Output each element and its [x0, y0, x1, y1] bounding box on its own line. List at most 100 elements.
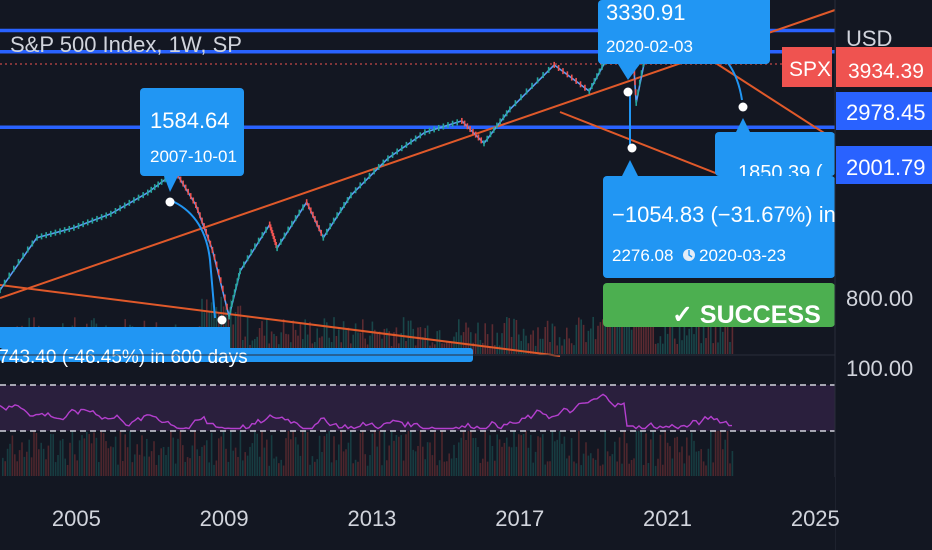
price-candle [45, 232, 47, 239]
volume-bar [309, 321, 311, 354]
volume-bar [417, 327, 419, 354]
volume-bar [222, 427, 225, 476]
volume-bar [582, 324, 585, 354]
price-candle [0, 287, 1, 294]
pivot-2020-low[interactable] [627, 143, 637, 153]
volume-bar [59, 440, 62, 476]
volume-bar [450, 458, 453, 476]
volume-bar [297, 444, 299, 476]
volume-bar [9, 443, 11, 476]
price-axis[interactable] [835, 0, 932, 550]
volume-bar [539, 437, 542, 476]
success-badge[interactable]: ✓ SUCCESS [603, 283, 835, 329]
volume-bar [592, 316, 594, 354]
price-candle [298, 209, 301, 216]
volume-bar [532, 462, 534, 476]
volume-bar [191, 445, 194, 476]
volume-bar [117, 464, 119, 476]
price-candle [217, 269, 220, 276]
pivot-2009[interactable] [217, 315, 227, 325]
callout-peak-2007[interactable]: 1584.64 2007-10-01 [140, 88, 244, 192]
volume-bar [194, 427, 196, 476]
pivot-2020-peak[interactable] [623, 87, 633, 97]
volume-bar [587, 455, 590, 476]
time-axis-tick: 2009 [200, 506, 249, 531]
price-candle [77, 222, 80, 229]
price-candle [187, 188, 189, 195]
volume-bar [54, 462, 57, 476]
price-candle [575, 77, 577, 84]
time-axis[interactable] [0, 477, 835, 550]
price-candle [205, 228, 208, 235]
price-candle [591, 83, 593, 90]
volume-bar [714, 322, 717, 354]
volume-bar [376, 446, 378, 476]
price-candle [596, 73, 598, 80]
volume-bar [702, 316, 705, 354]
price-candle [219, 277, 222, 284]
volume-bar [251, 443, 254, 476]
volume-bar [242, 339, 244, 354]
pivot-2007[interactable] [165, 197, 175, 207]
volume-bar [174, 463, 177, 476]
price-candle [3, 279, 6, 286]
price-candle [257, 237, 260, 244]
price-candle [377, 163, 380, 170]
volume-bar [215, 460, 218, 476]
volume-bar [6, 448, 9, 476]
volume-bar [405, 434, 407, 476]
callout-crash-2020[interactable]: −1054.83 (−31.67%) in 2276.08 2020-03-23 [603, 160, 836, 278]
volume-bar [587, 330, 590, 354]
price-candle [250, 249, 253, 256]
volume-bar [678, 452, 681, 476]
price-candle [236, 278, 239, 285]
volume-bar [282, 318, 285, 354]
price-candle [275, 242, 277, 249]
time-axis-tick: 2017 [495, 506, 544, 531]
volume-bar [206, 299, 208, 354]
volume-bar [731, 451, 734, 476]
volume-bar [530, 434, 532, 476]
volume-bar [237, 456, 239, 476]
volume-bar [443, 461, 446, 476]
time-axis-labels: 2005 2009 2013 2017 2021 2025 [52, 506, 840, 531]
volume-bar [429, 442, 431, 476]
volume-bar [606, 451, 609, 476]
volume-bar [438, 460, 441, 476]
volume-bar [297, 335, 299, 354]
price-candle [199, 212, 201, 219]
volume-bar [573, 345, 575, 354]
volume-bar [100, 429, 102, 476]
price-candle [110, 210, 112, 217]
pivot-2022[interactable] [738, 102, 748, 112]
volume-bar [594, 339, 597, 354]
price-candle [492, 126, 495, 133]
arc-drop-2008 [169, 199, 216, 319]
volume-bar [585, 442, 587, 476]
volume-bar [335, 460, 338, 476]
callout-peak-2020[interactable]: 3330.91 2020-02-03 [598, 0, 770, 80]
volume-bar [275, 456, 278, 476]
volume-bar [148, 456, 150, 476]
price-candle [273, 235, 276, 242]
volume-bar [326, 433, 328, 476]
volume-bar [122, 461, 124, 476]
volume-bar [474, 333, 477, 354]
price-candle [91, 217, 94, 224]
price-candle [562, 68, 564, 75]
trendline-lower[interactable] [0, 284, 561, 357]
price-candle [343, 202, 345, 209]
volume-bar [537, 327, 539, 354]
volume-bar [393, 332, 395, 354]
volume-bar [609, 321, 611, 354]
callout-drop-2008[interactable]: -743.40 (-46.45%) in 600 days [0, 327, 473, 368]
volume-bar [335, 335, 338, 354]
volume-bar [626, 443, 628, 476]
volume-bar [491, 324, 494, 354]
price-candle [424, 129, 426, 136]
volume-bar [366, 465, 369, 476]
symbol-badge[interactable] [782, 47, 832, 87]
volume-bar [578, 317, 580, 354]
volume-bar [230, 431, 232, 476]
